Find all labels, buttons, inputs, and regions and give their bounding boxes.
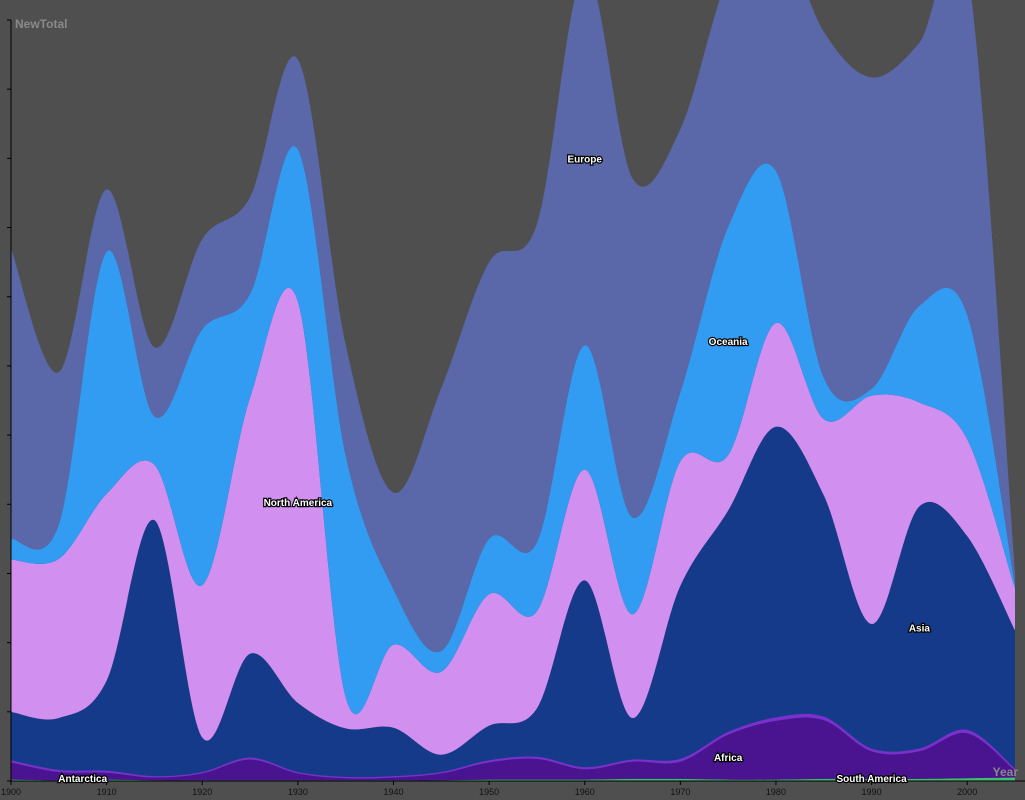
stream-layers xyxy=(11,0,1015,781)
x-tick-label: 1980 xyxy=(766,787,786,797)
stream-layer-oceania[interactable] xyxy=(11,145,1015,715)
series-label-north-america: North America xyxy=(264,498,333,509)
stream-layer-antarctica[interactable] xyxy=(11,777,1015,781)
x-tick-label: 1970 xyxy=(670,787,690,797)
series-label-south-america: South America xyxy=(836,774,907,785)
x-tick-label: 1990 xyxy=(862,787,882,797)
x-tick-label: 1960 xyxy=(575,787,595,797)
x-tick-label: 2000 xyxy=(957,787,977,797)
stream-layer-asia[interactable] xyxy=(11,426,1015,778)
x-tick-label: 1950 xyxy=(479,787,499,797)
series-label-antarctica: Antarctica xyxy=(58,774,107,785)
stream-layer-north-america[interactable] xyxy=(11,287,1015,755)
series-label-oceania: Oceania xyxy=(709,337,748,348)
axes: 1900 1910 1920 1930 1940 1950 1960 1970 1980 1990… xyxy=(1,17,1025,797)
x-tick-label: 1940 xyxy=(383,787,403,797)
x-tick-label: 1910 xyxy=(97,787,117,797)
y-axis-ticks xyxy=(7,19,11,782)
series-labels: Antarctica Africa South America Asia North A… xyxy=(57,153,932,786)
x-tick-label: 1920 xyxy=(192,787,212,797)
series-label-africa: Africa xyxy=(714,753,743,764)
x-tick-label: 1930 xyxy=(288,787,308,797)
stream-layer-south-america[interactable] xyxy=(11,713,1015,779)
series-label-asia: Asia xyxy=(909,623,931,634)
y-axis-title: NewTotal xyxy=(15,17,67,31)
x-tick-label: 1900 xyxy=(1,787,21,797)
stream-layer-africa[interactable] xyxy=(11,717,1015,781)
x-axis-title: Year xyxy=(993,765,1019,779)
x-axis-ticks: 1900 1910 1920 1930 1940 1950 1960 1970 1980 1990… xyxy=(1,781,977,797)
series-label-europe: Europe xyxy=(567,154,602,165)
stream-layer-europe[interactable] xyxy=(11,0,1015,653)
